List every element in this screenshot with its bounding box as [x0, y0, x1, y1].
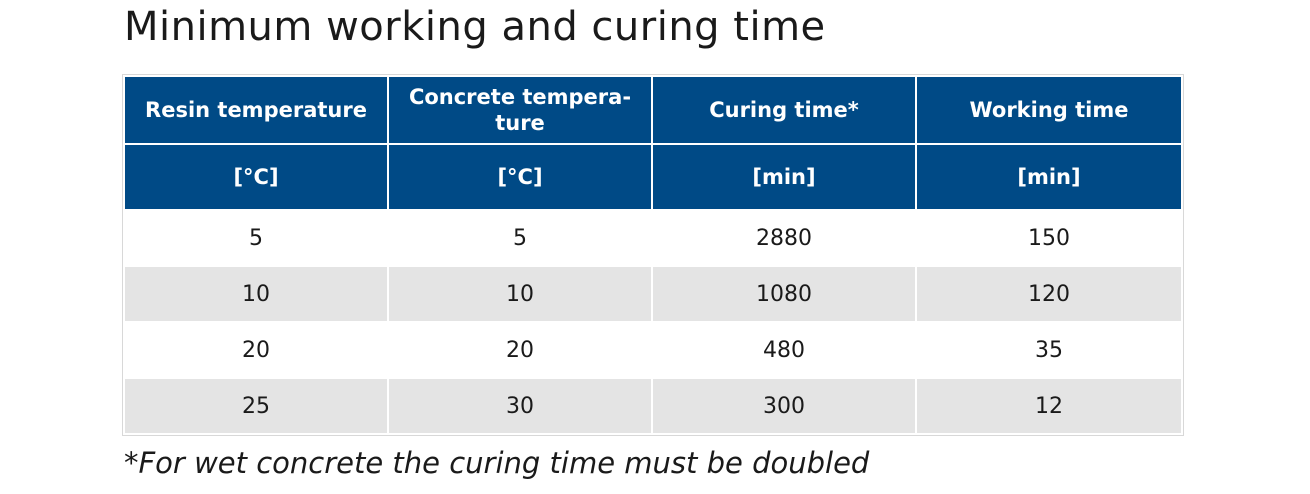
- cell-working-time: 35: [915, 321, 1183, 379]
- header-working-time: Working time: [915, 75, 1183, 145]
- table-row: 20 20 480 35: [123, 321, 1183, 379]
- table-units-row: [°C] [°C] [min] [min]: [123, 143, 1183, 211]
- unit-working-time: [min]: [915, 143, 1183, 211]
- header-concrete-temperature: Concrete tempera-ture: [387, 75, 653, 145]
- page-title: Minimum working and curing time: [124, 4, 826, 50]
- table-row: 25 30 300 12: [123, 377, 1183, 435]
- cell-concrete-temperature: 30: [387, 377, 653, 435]
- cell-resin-temperature: 10: [123, 265, 389, 323]
- header-curing-time: Curing time*: [651, 75, 917, 145]
- footnote: *For wet concrete the curing time must b…: [124, 446, 870, 480]
- table-header-row: Resin temperature Concrete tempera-ture …: [123, 75, 1183, 145]
- cell-working-time: 150: [915, 209, 1183, 267]
- cell-curing-time: 300: [651, 377, 917, 435]
- cell-resin-temperature: 5: [123, 209, 389, 267]
- table-row: 5 5 2880 150: [123, 209, 1183, 267]
- cell-concrete-temperature: 10: [387, 265, 653, 323]
- cell-resin-temperature: 25: [123, 377, 389, 435]
- cell-curing-time: 1080: [651, 265, 917, 323]
- unit-resin-temperature: [°C]: [123, 143, 389, 211]
- cell-concrete-temperature: 5: [387, 209, 653, 267]
- unit-concrete-temperature: [°C]: [387, 143, 653, 211]
- cell-resin-temperature: 20: [123, 321, 389, 379]
- cell-curing-time: 2880: [651, 209, 917, 267]
- cell-curing-time: 480: [651, 321, 917, 379]
- cell-concrete-temperature: 20: [387, 321, 653, 379]
- cell-working-time: 120: [915, 265, 1183, 323]
- unit-curing-time: [min]: [651, 143, 917, 211]
- cell-working-time: 12: [915, 377, 1183, 435]
- curing-time-table: Resin temperature Concrete tempera-ture …: [122, 74, 1184, 436]
- header-resin-temperature: Resin temperature: [123, 75, 389, 145]
- table-row: 10 10 1080 120: [123, 265, 1183, 323]
